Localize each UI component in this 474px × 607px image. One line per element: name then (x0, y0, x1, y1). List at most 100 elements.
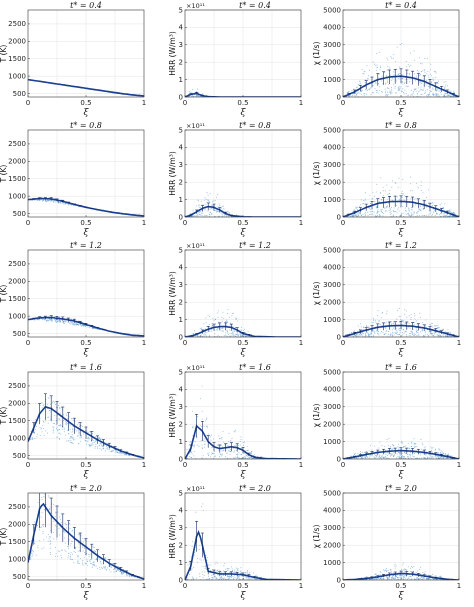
scatter-point (397, 89, 399, 91)
scatter-point (190, 91, 192, 93)
scatter-point (376, 64, 378, 66)
scatter-point (423, 334, 425, 337)
scatter-point (364, 200, 366, 202)
scatter-point (451, 212, 454, 214)
scatter-point (383, 71, 385, 74)
scatter-point (225, 321, 227, 323)
scatter-point (365, 335, 367, 337)
scatter-point (380, 332, 382, 334)
x-tick-label: 1 (142, 99, 146, 107)
scatter-point (192, 89, 194, 91)
scatter-point (123, 453, 125, 455)
scatter-point (208, 334, 211, 336)
scatter-point (99, 443, 101, 445)
scatter-point (79, 324, 81, 326)
scatter-point (371, 198, 373, 200)
scatter-point (82, 324, 84, 327)
scatter-point (420, 208, 422, 210)
scatter-point (420, 94, 422, 96)
scatter-point (47, 397, 49, 399)
scatter-point (40, 199, 42, 201)
scatter-point (105, 450, 107, 452)
scatter-point (102, 446, 104, 448)
scatter-point (442, 334, 444, 336)
scatter-point (380, 65, 382, 67)
scatter-point (386, 330, 388, 332)
scatter-point (348, 95, 350, 97)
scatter-point (405, 210, 407, 212)
scatter-point (370, 331, 372, 333)
scatter-point (372, 330, 374, 332)
scatter-point (402, 178, 404, 180)
scatter-point (221, 320, 223, 322)
scatter-point (71, 442, 73, 444)
scatter-point (208, 330, 210, 332)
scatter-point (234, 456, 236, 458)
scatter-point (376, 91, 378, 94)
scatter-point (422, 89, 424, 91)
scatter-point (416, 93, 418, 95)
scatter-point (89, 431, 91, 434)
y-tick-label: 5000 (323, 6, 341, 14)
scatter-point (431, 215, 433, 217)
scatter-point (62, 322, 65, 324)
scatter-point (432, 326, 434, 328)
scatter-point (197, 335, 200, 337)
scatter-point (225, 332, 227, 334)
y-axis-label: χ (1/s) (312, 282, 321, 306)
scatter-point (388, 331, 390, 333)
scatter-point (404, 313, 406, 315)
scatter-point (63, 419, 65, 422)
scatter-point (87, 432, 89, 434)
scatter-point (226, 335, 228, 337)
scatter-point (415, 330, 417, 332)
scatter-point (33, 431, 35, 433)
y-tick-label: 1000 (8, 434, 26, 442)
scatter-point (377, 92, 379, 94)
scatter-point (59, 316, 61, 318)
scatter-point (356, 206, 358, 208)
scatter-point (200, 214, 202, 216)
scatter-point (55, 427, 58, 430)
scatter-point (236, 320, 238, 322)
scatter-point (419, 74, 421, 76)
scatter-point (398, 210, 400, 212)
scatter-point (389, 74, 391, 76)
scatter-point (403, 199, 405, 201)
scatter-point (443, 333, 445, 335)
scatter-point (74, 323, 76, 325)
scatter-point (51, 200, 53, 202)
scatter-point (421, 93, 423, 95)
scatter-point (398, 307, 401, 309)
scatter-point (419, 331, 422, 333)
scatter-point (367, 215, 369, 217)
scatter-point (375, 89, 377, 91)
scatter-point (77, 323, 79, 325)
scatter-point (444, 203, 446, 205)
scatter-point (425, 319, 427, 321)
scatter-point (442, 207, 444, 209)
scatter-point (433, 331, 435, 333)
y-exponent-label: ×10¹¹ (186, 2, 205, 10)
scatter-point (71, 436, 73, 438)
scatter-point (423, 92, 425, 94)
scatter-point (204, 438, 206, 440)
scatter-point (54, 404, 57, 406)
scatter-point (227, 332, 229, 334)
y-tick-label: 2 (179, 59, 183, 67)
x-tick-label: 0.5 (395, 219, 406, 227)
scatter-point (428, 76, 430, 78)
scatter-point (418, 333, 420, 335)
scatter-point (401, 197, 403, 199)
scatter-point (389, 91, 391, 93)
scatter-point (72, 321, 74, 323)
scatter-point (215, 196, 218, 198)
scatter-point (46, 320, 48, 322)
scatter-point (204, 203, 206, 205)
scatter-point (351, 215, 353, 217)
scatter-point (355, 93, 358, 95)
scatter-point (411, 190, 413, 192)
scatter-point (387, 95, 389, 97)
scatter-point (227, 308, 229, 311)
